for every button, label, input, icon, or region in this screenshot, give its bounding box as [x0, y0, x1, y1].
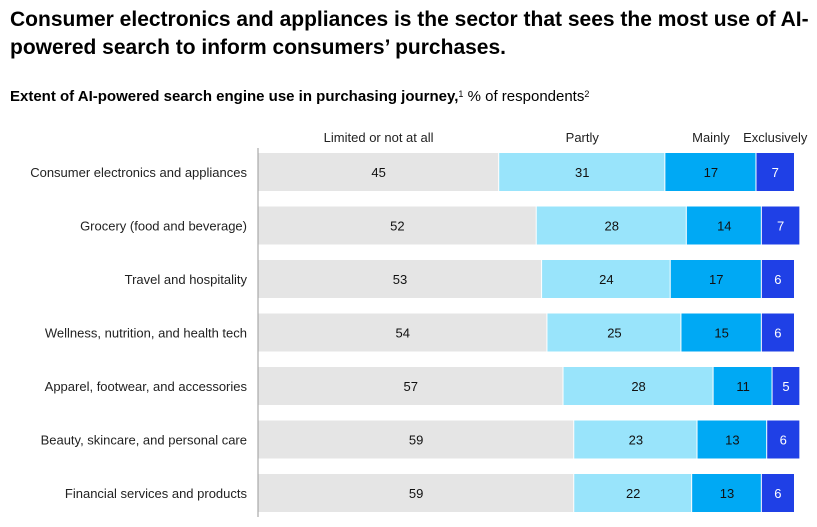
legend-partly: Partly — [566, 130, 600, 145]
bar-segment-limited-or-not-at-all — [258, 206, 536, 245]
legend-exclusively: Exclusively — [743, 130, 808, 145]
bar-segment-exclusively — [761, 260, 794, 298]
bar-segment-limited-or-not-at-all — [258, 420, 574, 459]
bar-segment-mainly — [670, 260, 761, 298]
data-label-mainly: 17 — [709, 272, 723, 287]
category-label-travel-and-hospitality: Travel and hospitality — [125, 272, 248, 287]
data-label-mainly: 13 — [725, 433, 739, 448]
bar-segment-limited-or-not-at-all — [258, 153, 499, 191]
bar-segment-exclusively — [756, 153, 794, 191]
category-label-beauty-skincare-and-personal-care: Beauty, skincare, and personal care — [41, 433, 247, 448]
bar-segment-mainly — [681, 313, 761, 352]
footnote-2: 2 — [584, 89, 590, 99]
bar-segment-limited-or-not-at-all — [258, 313, 547, 352]
bar-segment-exclusively — [772, 367, 800, 405]
footnote-1: 1 — [458, 89, 464, 99]
bar-segment-mainly — [697, 420, 767, 459]
bar-segment-partly — [547, 313, 681, 352]
bar-segment-limited-or-not-at-all — [258, 260, 542, 298]
data-label-partly: 28 — [605, 219, 619, 234]
data-label-partly: 22 — [626, 486, 640, 501]
category-label-consumer-electronics-and-appliances: Consumer electronics and appliances — [30, 165, 247, 180]
data-label-limited-or-not-at-all: 59 — [409, 433, 423, 448]
bar-segment-partly — [574, 474, 692, 512]
chart-subtitle: Extent of AI-powered search engine use i… — [10, 87, 589, 107]
data-label-limited-or-not-at-all: 53 — [393, 272, 407, 287]
bar-segment-exclusively — [767, 420, 800, 459]
data-label-exclusively: 7 — [772, 165, 779, 180]
data-label-partly: 25 — [607, 326, 621, 341]
data-label-mainly: 13 — [720, 486, 734, 501]
category-label-wellness-nutrition-and-health-tech: Wellness, nutrition, and health tech — [45, 326, 247, 341]
subtitle-text: Extent of AI-powered search engine use i… — [10, 88, 459, 105]
data-label-mainly: 17 — [704, 165, 718, 180]
data-label-exclusively: 6 — [774, 272, 781, 287]
data-label-mainly: 11 — [736, 379, 750, 394]
data-label-mainly: 15 — [714, 326, 728, 341]
subtitle-unit: % of respondents — [467, 88, 585, 105]
bar-segment-mainly — [713, 367, 772, 405]
bar-segment-mainly — [665, 153, 756, 191]
data-label-partly: 24 — [599, 272, 613, 287]
data-label-exclusively: 6 — [780, 433, 787, 448]
legend-limited-or-not-at-all: Limited or not at all — [324, 130, 434, 145]
bar-segment-exclusively — [761, 313, 794, 352]
bar-segment-mainly — [686, 206, 761, 245]
data-label-exclusively: 5 — [782, 379, 789, 394]
data-label-exclusively: 6 — [774, 326, 781, 341]
bar-segment-exclusively — [761, 474, 794, 512]
data-label-partly: 31 — [575, 165, 589, 180]
bar-segment-partly — [542, 260, 670, 298]
bar-segment-limited-or-not-at-all — [258, 474, 574, 512]
data-label-limited-or-not-at-all: 45 — [371, 165, 385, 180]
data-label-mainly: 14 — [717, 219, 731, 234]
category-label-apparel-footwear-and-accessories: Apparel, footwear, and accessories — [45, 379, 248, 394]
data-label-partly: 28 — [631, 379, 645, 394]
bar-segment-partly — [574, 420, 697, 459]
data-label-limited-or-not-at-all: 52 — [390, 219, 404, 234]
data-label-exclusively: 6 — [774, 486, 781, 501]
data-label-partly: 23 — [629, 433, 643, 448]
chart-title: Consumer electronics and appliances is t… — [10, 8, 809, 59]
bar-segment-partly — [536, 206, 686, 245]
data-label-exclusively: 7 — [777, 219, 784, 234]
data-label-limited-or-not-at-all: 59 — [409, 486, 423, 501]
data-label-limited-or-not-at-all: 54 — [395, 326, 409, 341]
bar-segment-partly — [499, 153, 665, 191]
bar-segment-partly — [563, 367, 713, 405]
data-label-limited-or-not-at-all: 57 — [404, 379, 418, 394]
bar-segment-exclusively — [761, 206, 800, 245]
legend-mainly: Mainly — [692, 130, 730, 145]
bar-segment-limited-or-not-at-all — [258, 367, 563, 405]
category-label-grocery-food-and-beverage: Grocery (food and beverage) — [80, 219, 247, 234]
bar-segment-mainly — [692, 474, 761, 512]
category-label-financial-services-and-products: Financial services and products — [65, 486, 248, 501]
